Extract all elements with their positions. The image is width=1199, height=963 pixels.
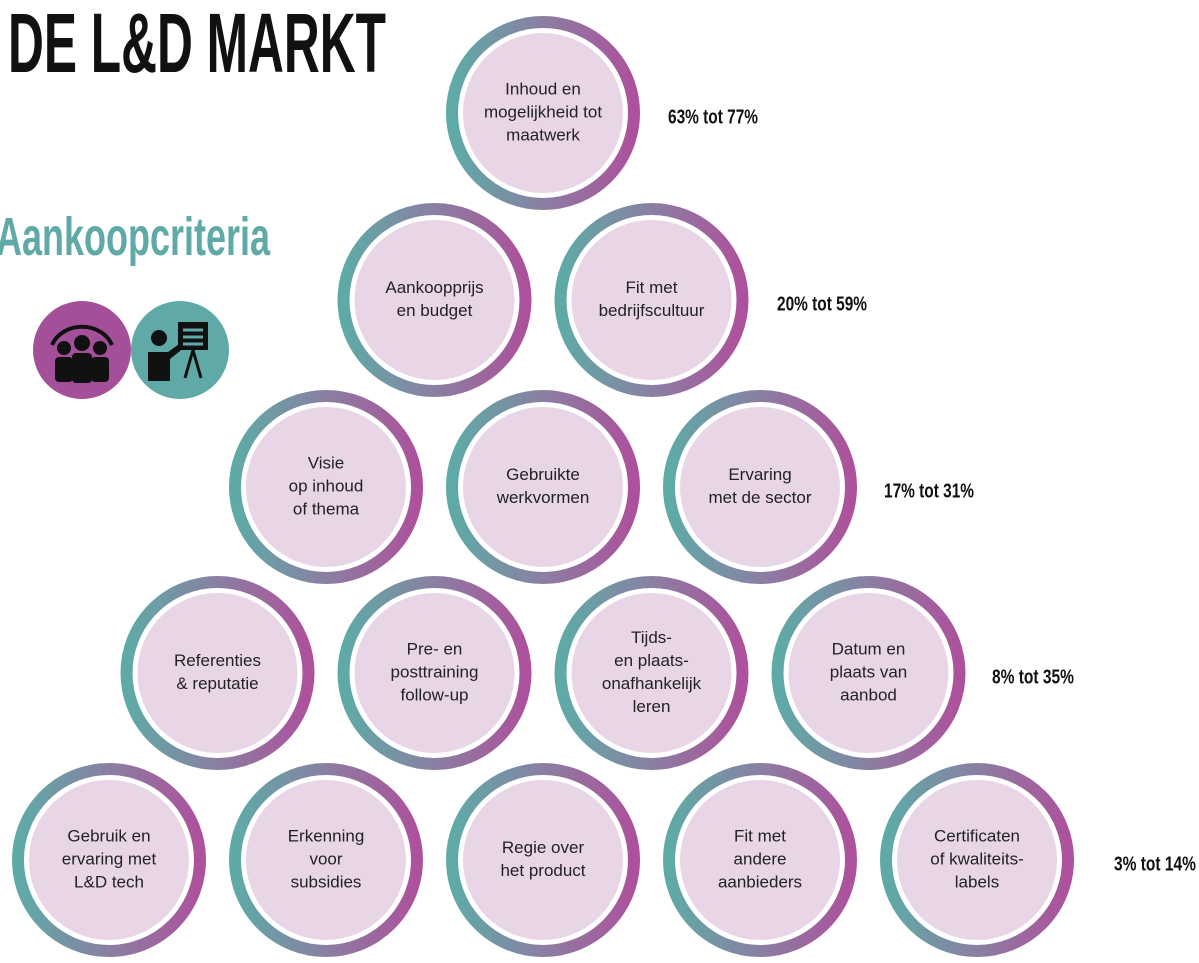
criterion-label: bedrijfscultuur [599,301,705,320]
disc [463,780,623,940]
criterion: Inhoud en mogelijkheid tot maatwerk [446,16,640,210]
criterion-label: Aankoopprijs [385,278,483,297]
criterion-label: met de sector [709,488,812,507]
criterion-label: plaats van [830,662,908,681]
criterion-label: Referenties [174,651,261,670]
disc [137,593,298,753]
criterion-label: aanbod [840,685,897,704]
criterion-label: ervaring met [62,849,157,868]
disc [246,780,406,940]
criterion-label: Ervaring [728,465,791,484]
criterion-label: of thema [293,499,360,518]
criterion-label: Certificaten [934,826,1020,845]
disc [29,780,189,940]
range-label: 17% tot 31% [884,480,974,502]
criterion-label: andere [734,849,787,868]
criterion-label: werkvormen [496,488,590,507]
range-label: 20% tot 59% [777,293,867,315]
criterion-label: Inhoud en [505,79,581,98]
criterion-label: Datum en [832,639,906,658]
disc [680,407,840,567]
criterion: Tijds-en plaats-onafhankelijk leren [554,576,749,770]
range-label: 3% tot 14% [1114,853,1196,875]
criterion-label: mogelijkheid tot [484,102,602,121]
disc [897,780,1057,940]
criterion: Visie op inhoud of thema [229,390,423,584]
criterion: Fit met andere aanbieders [663,763,857,957]
criterion-label: voor [309,849,342,868]
criterion: Ervaring met de sector [663,390,857,584]
criterion: Pre- en posttraining follow-up [337,576,532,770]
criterion-label: Pre- en [407,639,463,658]
criterion-label: Gebruikte [506,465,580,484]
disc [788,593,949,753]
criterion-label: Gebruik en [67,826,150,845]
criterion-label: of kwaliteits- [930,849,1024,868]
criterion-label: en budget [397,301,473,320]
criterion-label: het product [500,861,585,880]
criterion-label: subsidies [291,872,362,891]
criterion-label: Regie over [502,838,585,857]
icon-audience [33,301,131,399]
disc [463,407,623,567]
subtitle: Aankoopcriteria [0,207,271,267]
criterion-label: L&D tech [74,872,144,891]
disc [680,780,840,940]
criterion-label: en plaats- [614,651,689,670]
criterion-label: Fit met [734,826,786,845]
criterion-label: Fit met [626,278,678,297]
range-label: 63% tot 77% [668,106,758,128]
disc [463,33,623,193]
range-label: 8% tot 35% [992,666,1074,688]
criterion-label: posttraining [391,662,479,681]
icon-presenter [131,301,229,399]
criterion-label: onafhankelijk [602,674,702,693]
criterion-label: aanbieders [718,872,802,891]
criterion-label: Tijds- [631,628,672,647]
title: DE L&D MARKT [8,0,386,90]
criterion: Gebruik en ervaring met L&D tech [12,763,206,957]
disc [571,593,732,753]
disc [354,220,515,380]
criterion: Certificaten of kwaliteits-labels [880,763,1074,957]
criterion-label: labels [955,872,999,891]
criterion: Gebruikte werkvormen [446,390,640,584]
criterion-label: Erkenning [288,826,365,845]
criterion: Fit met bedrijfscultuur [554,203,749,397]
criterion-label: follow-up [400,685,468,704]
criterion-label: leren [633,697,671,716]
criterion-label: Visie [308,453,345,472]
criterion: Aankoopprijs en budget [337,203,532,397]
criterion-label: maatwerk [506,125,580,144]
criterion: Regie over het product [446,763,640,957]
disc [354,593,515,753]
disc [571,220,732,380]
disc [246,407,406,567]
criterion: Datum en plaats van aanbod [771,576,966,770]
criterion-label: & reputatie [176,674,258,693]
criterion-label: op inhoud [289,476,364,495]
criterion: Referenties & reputatie [120,576,315,770]
criterion: Erkenning voor subsidies [229,763,423,957]
